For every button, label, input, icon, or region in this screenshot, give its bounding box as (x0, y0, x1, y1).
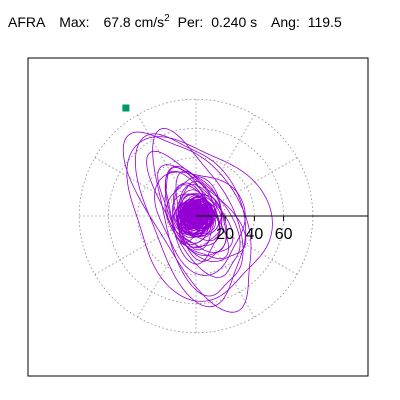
radial-tick-label: 40 (246, 226, 264, 243)
start-marker-group (122, 104, 130, 112)
station-code: AFRA (8, 14, 46, 30)
start-marker (122, 104, 130, 112)
per-label: Per: (177, 14, 204, 30)
trace-loop (152, 128, 244, 297)
trace-loop (157, 164, 247, 262)
motion-trace (122, 128, 273, 313)
max-value: 67.8 cm/s (103, 14, 165, 30)
trace-core-loop (185, 209, 195, 223)
max-label: Max: (59, 14, 90, 30)
radial-tick-label: 20 (216, 226, 234, 243)
trace-loop (164, 165, 223, 265)
radial-axis: 20 40 60 (196, 215, 368, 243)
trace-loop (171, 192, 216, 251)
trace-loop (166, 176, 227, 253)
trace-core-loop (193, 206, 206, 217)
trace-loop (173, 184, 223, 249)
grid-ring-20 (166, 186, 226, 246)
max-unit-exponent: 2 (164, 13, 170, 24)
trace-loop (176, 180, 221, 242)
trace-core-loop (184, 195, 208, 225)
trace-loop (126, 136, 273, 302)
trace-loop (154, 171, 246, 276)
plot-header: AFRA Max: 67.8 cm/s2 Per: 0.240 s Ang: 1… (8, 13, 400, 38)
radial-tick-label: 60 (275, 226, 293, 243)
ang-label: Ang: (271, 14, 300, 30)
trace-loop (135, 133, 247, 308)
ang-value: 119.5 (307, 14, 342, 30)
trace-loop (146, 150, 241, 278)
trace-loop (122, 131, 252, 313)
per-value: 0.240 s (211, 14, 258, 30)
plot-frame (27, 57, 369, 377)
